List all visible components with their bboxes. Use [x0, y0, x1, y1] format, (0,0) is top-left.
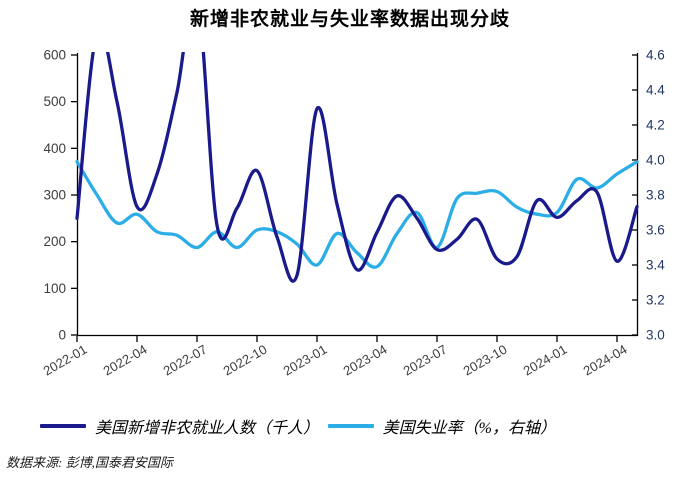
- svg-text:2024-01: 2024-01: [521, 342, 570, 379]
- legend-label-payrolls: 美国新增非农就业人数（千人）: [95, 420, 320, 437]
- chart-title: 新增非农就业与失业率数据出现分歧: [189, 9, 510, 30]
- svg-text:4.0: 4.0: [646, 153, 665, 168]
- unemployment-series-line: [75, 160, 639, 269]
- svg-text:2022-10: 2022-10: [221, 342, 270, 379]
- svg-text:3.0: 3.0: [646, 328, 665, 343]
- svg-text:3.6: 3.6: [646, 223, 665, 238]
- svg-text:2023-10: 2023-10: [461, 342, 510, 379]
- svg-text:500: 500: [43, 94, 66, 109]
- svg-text:600: 600: [43, 48, 66, 63]
- svg-text:4.6: 4.6: [646, 48, 665, 63]
- svg-text:4.2: 4.2: [646, 118, 665, 133]
- legend-item-payrolls: 美国新增非农就业人数（千人）: [40, 414, 319, 438]
- svg-text:100: 100: [43, 281, 66, 296]
- svg-text:2022-07: 2022-07: [161, 342, 210, 379]
- legend-label-unemployment: 美国失业率（%，右轴）: [382, 420, 556, 437]
- x-axis-ticks: 2022-01 2022-04 2022-07 2022-10 2023-01 2023-…: [41, 336, 630, 378]
- axes: [76, 53, 639, 337]
- legend: 美国新增非农就业人数（千人） 美国失业率（%，右轴）: [40, 414, 556, 438]
- svg-text:200: 200: [43, 234, 66, 249]
- payrolls-line-swatch: [40, 424, 86, 428]
- svg-text:2022-04: 2022-04: [101, 342, 150, 379]
- left-axis-ticks: 0 100 200 300 400 500 600: [43, 48, 77, 343]
- svg-text:300: 300: [43, 188, 66, 203]
- svg-text:2023-01: 2023-01: [281, 342, 330, 379]
- source-note: 数据来源: 彭博,国泰君安国际: [6, 455, 173, 470]
- unemployment-line-swatch: [327, 424, 374, 428]
- payrolls-series-line: [75, 52, 639, 283]
- svg-text:2022-01: 2022-01: [41, 342, 90, 379]
- svg-text:2023-07: 2023-07: [401, 342, 450, 379]
- svg-text:3.2: 3.2: [646, 293, 665, 308]
- svg-text:4.4: 4.4: [646, 83, 665, 98]
- svg-text:3.4: 3.4: [646, 258, 665, 273]
- svg-text:400: 400: [43, 141, 66, 156]
- legend-item-unemployment: 美国失业率（%，右轴）: [327, 414, 556, 438]
- svg-text:2024-04: 2024-04: [581, 342, 630, 379]
- svg-text:2023-04: 2023-04: [341, 342, 390, 379]
- svg-text:0: 0: [58, 328, 66, 343]
- svg-text:3.8: 3.8: [646, 188, 665, 203]
- right-axis-ticks: 3.0 3.2 3.4 3.6 3.8 4.0 4.2 4.4 4.6: [632, 48, 665, 343]
